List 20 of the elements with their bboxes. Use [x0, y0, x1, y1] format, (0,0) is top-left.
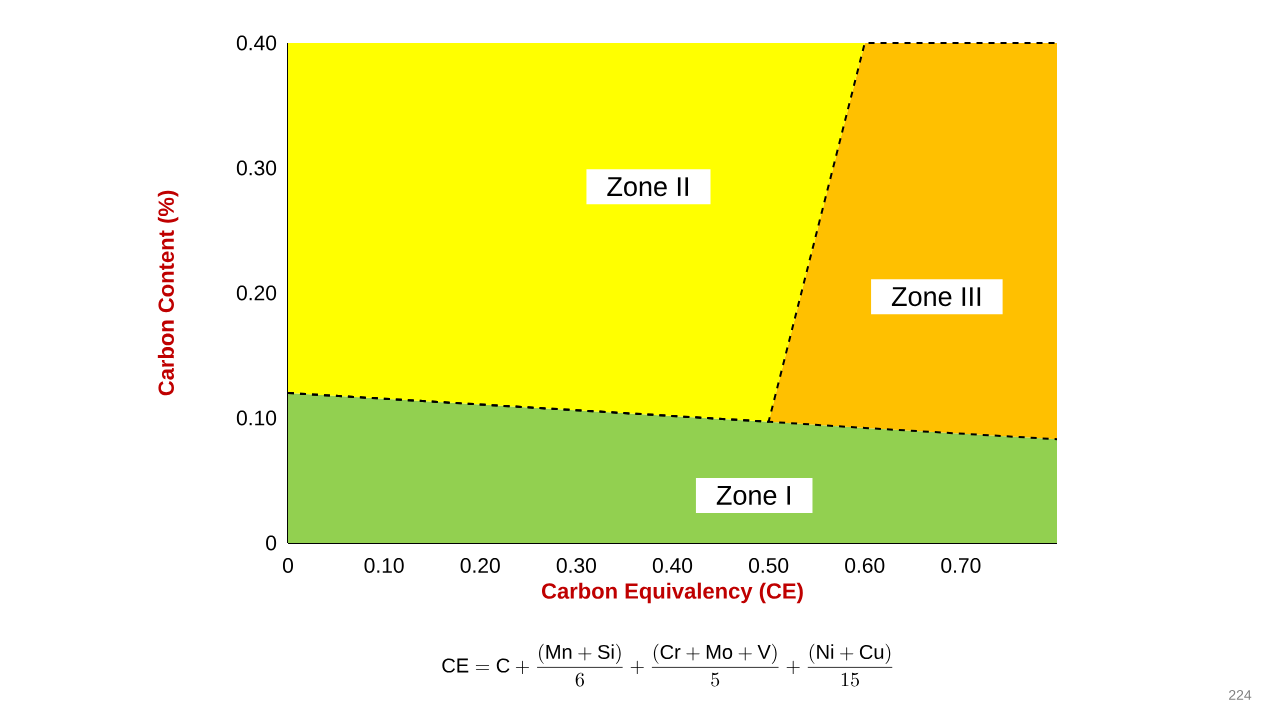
text: 224 — [1229, 690, 1252, 700]
y-tick-label: 0.40 — [236, 35, 277, 51]
x-tick-label: 0.60 — [845, 558, 885, 573]
x-tick-label: 0.70 — [941, 558, 981, 573]
x-tick-label: 0.20 — [460, 558, 500, 573]
series-label: Zone I — [716, 486, 790, 505]
x-tick-label: 0.10 — [364, 558, 404, 573]
x-tick-label: 0.30 — [556, 558, 596, 573]
y-tick-label: 0 — [266, 535, 277, 551]
y-tick-label: 0.30 — [236, 160, 277, 176]
x-tick-label: 0.50 — [749, 558, 789, 573]
x-tick-label: 0.40 — [652, 558, 693, 573]
series-label: Zone II — [607, 177, 688, 197]
x-axis-title: Carbon Equivalency (CE) — [542, 582, 803, 604]
y-axis-title: Carbon Content (%) — [157, 190, 179, 396]
y-tick-label: 0.10 — [236, 410, 277, 426]
text: $\mathrm{CE}=\mathrm{C}+\frac{(\mathrm{Mn}+\mathrm{Si})}{6}+\frac{(\mathrm{Cr}+\mathrm{Mo}+\mathrm{V})}{5}+\frac{(\mathrm{Ni}+\mathrm{Cu})}{15}$ — [442, 643, 893, 687]
x-tick-label: 0 — [282, 558, 294, 573]
series-label: Zone III — [891, 287, 981, 307]
y-tick-label: 0.20 — [236, 285, 277, 301]
